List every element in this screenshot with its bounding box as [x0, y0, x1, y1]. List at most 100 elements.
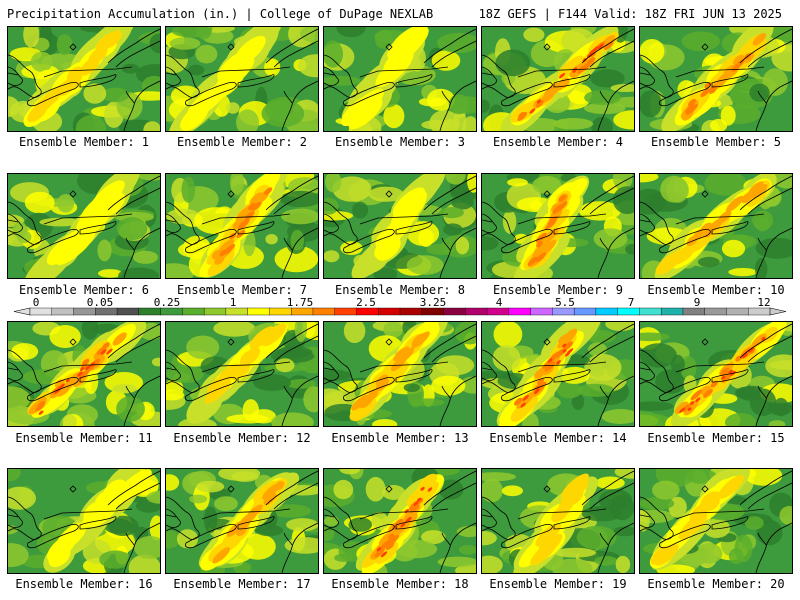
colorbar-arrow-low: [13, 307, 31, 316]
colorbar-bin: [290, 307, 314, 316]
colorbar-tick-label: 9: [694, 296, 701, 309]
ensemble-member-label: Ensemble Member: 4: [492, 135, 624, 149]
precip-field: [8, 322, 160, 426]
colorbar-tick-label: 0.25: [154, 296, 181, 309]
ensemble-member-label: Ensemble Member: 12: [173, 431, 311, 445]
ensemble-member-label: Ensemble Member: 13: [331, 431, 469, 445]
ensemble-member-label: Ensemble Member: 1: [18, 135, 150, 149]
ensemble-member-map: [639, 468, 793, 574]
ensemble-member-map: [481, 173, 635, 279]
colorbar-bin: [378, 307, 401, 316]
ensemble-member-map: [639, 26, 793, 132]
ensemble-member-label: Ensemble Member: 14: [489, 431, 627, 445]
colorbar-bin: [312, 307, 336, 316]
colorbar-bin: [116, 307, 140, 316]
ensemble-member-label: Ensemble Member: 9: [492, 283, 624, 297]
ensemble-member-label: Ensemble Member: 5: [650, 135, 782, 149]
colorbar-bin: [682, 307, 706, 316]
precip-field: [324, 27, 476, 131]
colorbar-tick-label: 12: [757, 296, 770, 309]
colorbar-bin: [356, 307, 379, 316]
colorbar-tick-label: 4: [496, 296, 503, 309]
colorbar-bin: [95, 307, 118, 316]
precip-field: [8, 27, 160, 131]
precip-field: [482, 469, 634, 573]
ensemble-member-map: [165, 321, 319, 427]
colorbar-tick-label: 2.5: [356, 296, 376, 309]
ensemble-member-map: [165, 468, 319, 574]
precip-field: [482, 27, 634, 131]
colorbar-bin: [639, 307, 662, 316]
colorbar-bin: [225, 307, 249, 316]
precip-field: [640, 469, 792, 573]
colorbar-tick-label: 3.25: [420, 296, 447, 309]
colorbar-bin: [334, 307, 357, 316]
ensemble-member-map: [7, 26, 161, 132]
colorbar-bin: [138, 307, 162, 316]
precip-field: [8, 174, 160, 278]
precip-field: [166, 27, 318, 131]
valid-time-label: 18Z GEFS | F144 Valid: 18Z FRI JUN 13 20…: [478, 7, 782, 21]
colorbar-bin: [573, 307, 597, 316]
precip-field: [324, 174, 476, 278]
ensemble-member-label: Ensemble Member: 6: [18, 283, 150, 297]
colorbar-bin: [421, 307, 445, 316]
precip-field: [324, 322, 476, 426]
colorbar-bin: [660, 307, 684, 316]
ensemble-member-label: Ensemble Member: 19: [489, 577, 627, 591]
precipitation-colorbar: 0 0.05 0.25 1 1.75 2.5 3.25 4 5.5 7 9 12: [13, 296, 787, 316]
colorbar-bin: [530, 307, 553, 316]
ensemble-member-label: Ensemble Member: 17: [173, 577, 311, 591]
precip-field: [166, 322, 318, 426]
colorbar-tick-label: 7: [628, 296, 635, 309]
ensemble-member-map: [481, 468, 635, 574]
ensemble-member-label: Ensemble Member: 7: [176, 283, 308, 297]
colorbar-bin: [726, 307, 749, 316]
colorbar-bin: [51, 307, 75, 316]
precip-field: [640, 322, 792, 426]
ensemble-member-map: [7, 468, 161, 574]
ensemble-member-label: Ensemble Member: 2: [176, 135, 308, 149]
map-title: Precipitation Accumulation (in.) | Colle…: [7, 7, 434, 21]
ensemble-member-map: [7, 321, 161, 427]
precip-field: [640, 27, 792, 131]
colorbar-arrow-high: [769, 307, 787, 316]
colorbar-bin: [748, 307, 771, 316]
precip-field: [640, 174, 792, 278]
ensemble-member-label: Ensemble Member: 18: [331, 577, 469, 591]
ensemble-member-label: Ensemble Member: 3: [334, 135, 466, 149]
ensemble-member-map: [323, 26, 477, 132]
colorbar-bin: [269, 307, 292, 316]
ensemble-member-label: Ensemble Member: 10: [647, 283, 785, 297]
colorbar-tick-label: 1: [230, 296, 237, 309]
ensemble-member-map: [165, 26, 319, 132]
precip-field: [166, 174, 318, 278]
ensemble-member-map: [639, 321, 793, 427]
colorbar-bin: [247, 307, 270, 316]
precip-field: [324, 469, 476, 573]
colorbar-bin: [486, 307, 510, 316]
colorbar-tick-label: 0: [33, 296, 40, 309]
ensemble-member-label: Ensemble Member: 8: [334, 283, 466, 297]
colorbar-bin: [399, 307, 423, 316]
ensemble-member-label: Ensemble Member: 16: [15, 577, 153, 591]
colorbar-bin: [443, 307, 466, 316]
ensemble-member-label: Ensemble Member: 11: [15, 431, 153, 445]
colorbar-tick-label: 0.05: [87, 296, 114, 309]
ensemble-member-map: [639, 173, 793, 279]
colorbar-bin: [182, 307, 205, 316]
precip-field: [166, 469, 318, 573]
ensemble-member-map: [323, 321, 477, 427]
ensemble-member-map: [7, 173, 161, 279]
ensemble-member-map: [323, 468, 477, 574]
colorbar-tick-label: 5.5: [555, 296, 575, 309]
colorbar-bin: [617, 307, 640, 316]
ensemble-member-map: [323, 173, 477, 279]
ensemble-member-map: [481, 321, 635, 427]
colorbar-bin: [552, 307, 575, 316]
ensemble-member-map: [481, 26, 635, 132]
precip-field: [8, 469, 160, 573]
colorbar-bin: [595, 307, 619, 316]
colorbar-bin: [203, 307, 227, 316]
precip-field: [482, 174, 634, 278]
